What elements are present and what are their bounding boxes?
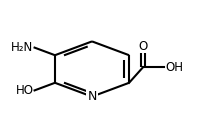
Text: O: O <box>138 40 148 53</box>
Text: N: N <box>87 90 97 103</box>
Text: HO: HO <box>15 84 34 97</box>
Text: H₂N: H₂N <box>11 41 34 54</box>
Text: OH: OH <box>165 61 183 74</box>
